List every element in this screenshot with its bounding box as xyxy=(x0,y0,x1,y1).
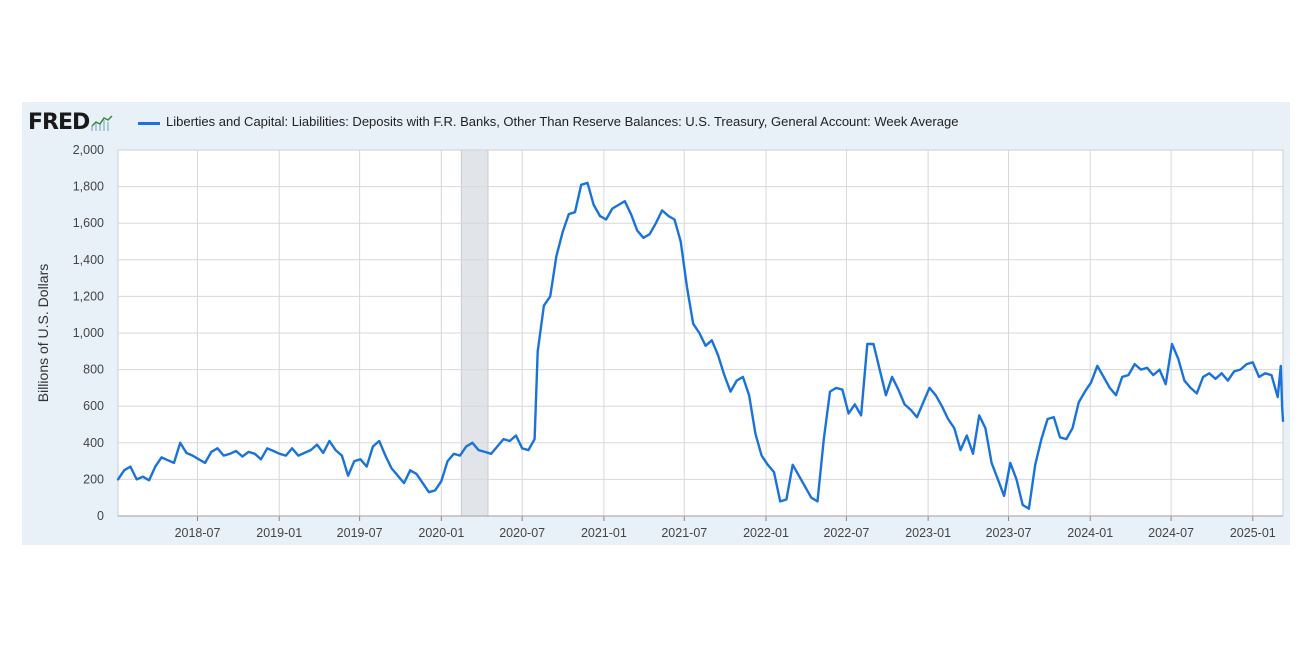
y-tick-label-1400: 1,400 xyxy=(73,253,104,267)
plot-border xyxy=(117,149,1284,517)
x-tick-label-2022-07: 2022-07 xyxy=(823,526,869,540)
x-tick-label-2023-07: 2023-07 xyxy=(986,526,1032,540)
x-tick-label-2021-07: 2021-07 xyxy=(661,526,707,540)
y-tick-label-1000: 1,000 xyxy=(73,326,104,340)
y-tick-label-1800: 1,800 xyxy=(73,180,104,194)
y-tick-label-2000: 2,000 xyxy=(73,143,104,157)
fred-logo: FRED xyxy=(28,110,113,135)
y-tick-label-1200: 1,200 xyxy=(73,289,104,303)
y-axis-label: Billions of U.S. Dollars xyxy=(35,264,51,403)
chart-svg: 0 200 400 600 800 1,000 1,200 1,400 1,600 1,800 2,… xyxy=(35,143,1285,540)
x-tick-label-2021-01: 2021-01 xyxy=(581,526,627,540)
y-tick-label-400: 400 xyxy=(83,436,104,450)
fred-chart-icon xyxy=(91,114,113,131)
y-tick-label-600: 600 xyxy=(83,399,104,413)
series-line-0 xyxy=(116,181,1285,510)
y-tick-label-1600: 1,600 xyxy=(73,216,104,230)
x-tick-label-2020-07: 2020-07 xyxy=(499,526,545,540)
x-tick-label-2023-01: 2023-01 xyxy=(905,526,951,540)
x-tick-label-2019-01: 2019-01 xyxy=(256,526,302,540)
legend-line-swatch xyxy=(138,122,160,125)
x-tick-label-2024-01: 2024-01 xyxy=(1067,526,1113,540)
y-tick-label-800: 800 xyxy=(83,363,104,377)
x-tick-label-2025-01: 2025-01 xyxy=(1230,526,1276,540)
legend-series-label: Liberties and Capital: Liabilities: Depo… xyxy=(166,114,959,129)
x-tick-label-2024-07: 2024-07 xyxy=(1148,526,1194,540)
x-tick-label-2020-01: 2020-01 xyxy=(418,526,464,540)
y-tick-label-0: 0 xyxy=(97,509,104,523)
x-tick-label-2018-07: 2018-07 xyxy=(175,526,221,540)
x-tick-label-2022-01: 2022-01 xyxy=(743,526,789,540)
fred-logo-text: FRED xyxy=(28,110,90,135)
y-tick-label-200: 200 xyxy=(83,472,104,486)
x-tick-label-2019-07: 2019-07 xyxy=(337,526,383,540)
chart-panel: FRED Liberties and Capital: Liabilities:… xyxy=(22,102,1290,545)
